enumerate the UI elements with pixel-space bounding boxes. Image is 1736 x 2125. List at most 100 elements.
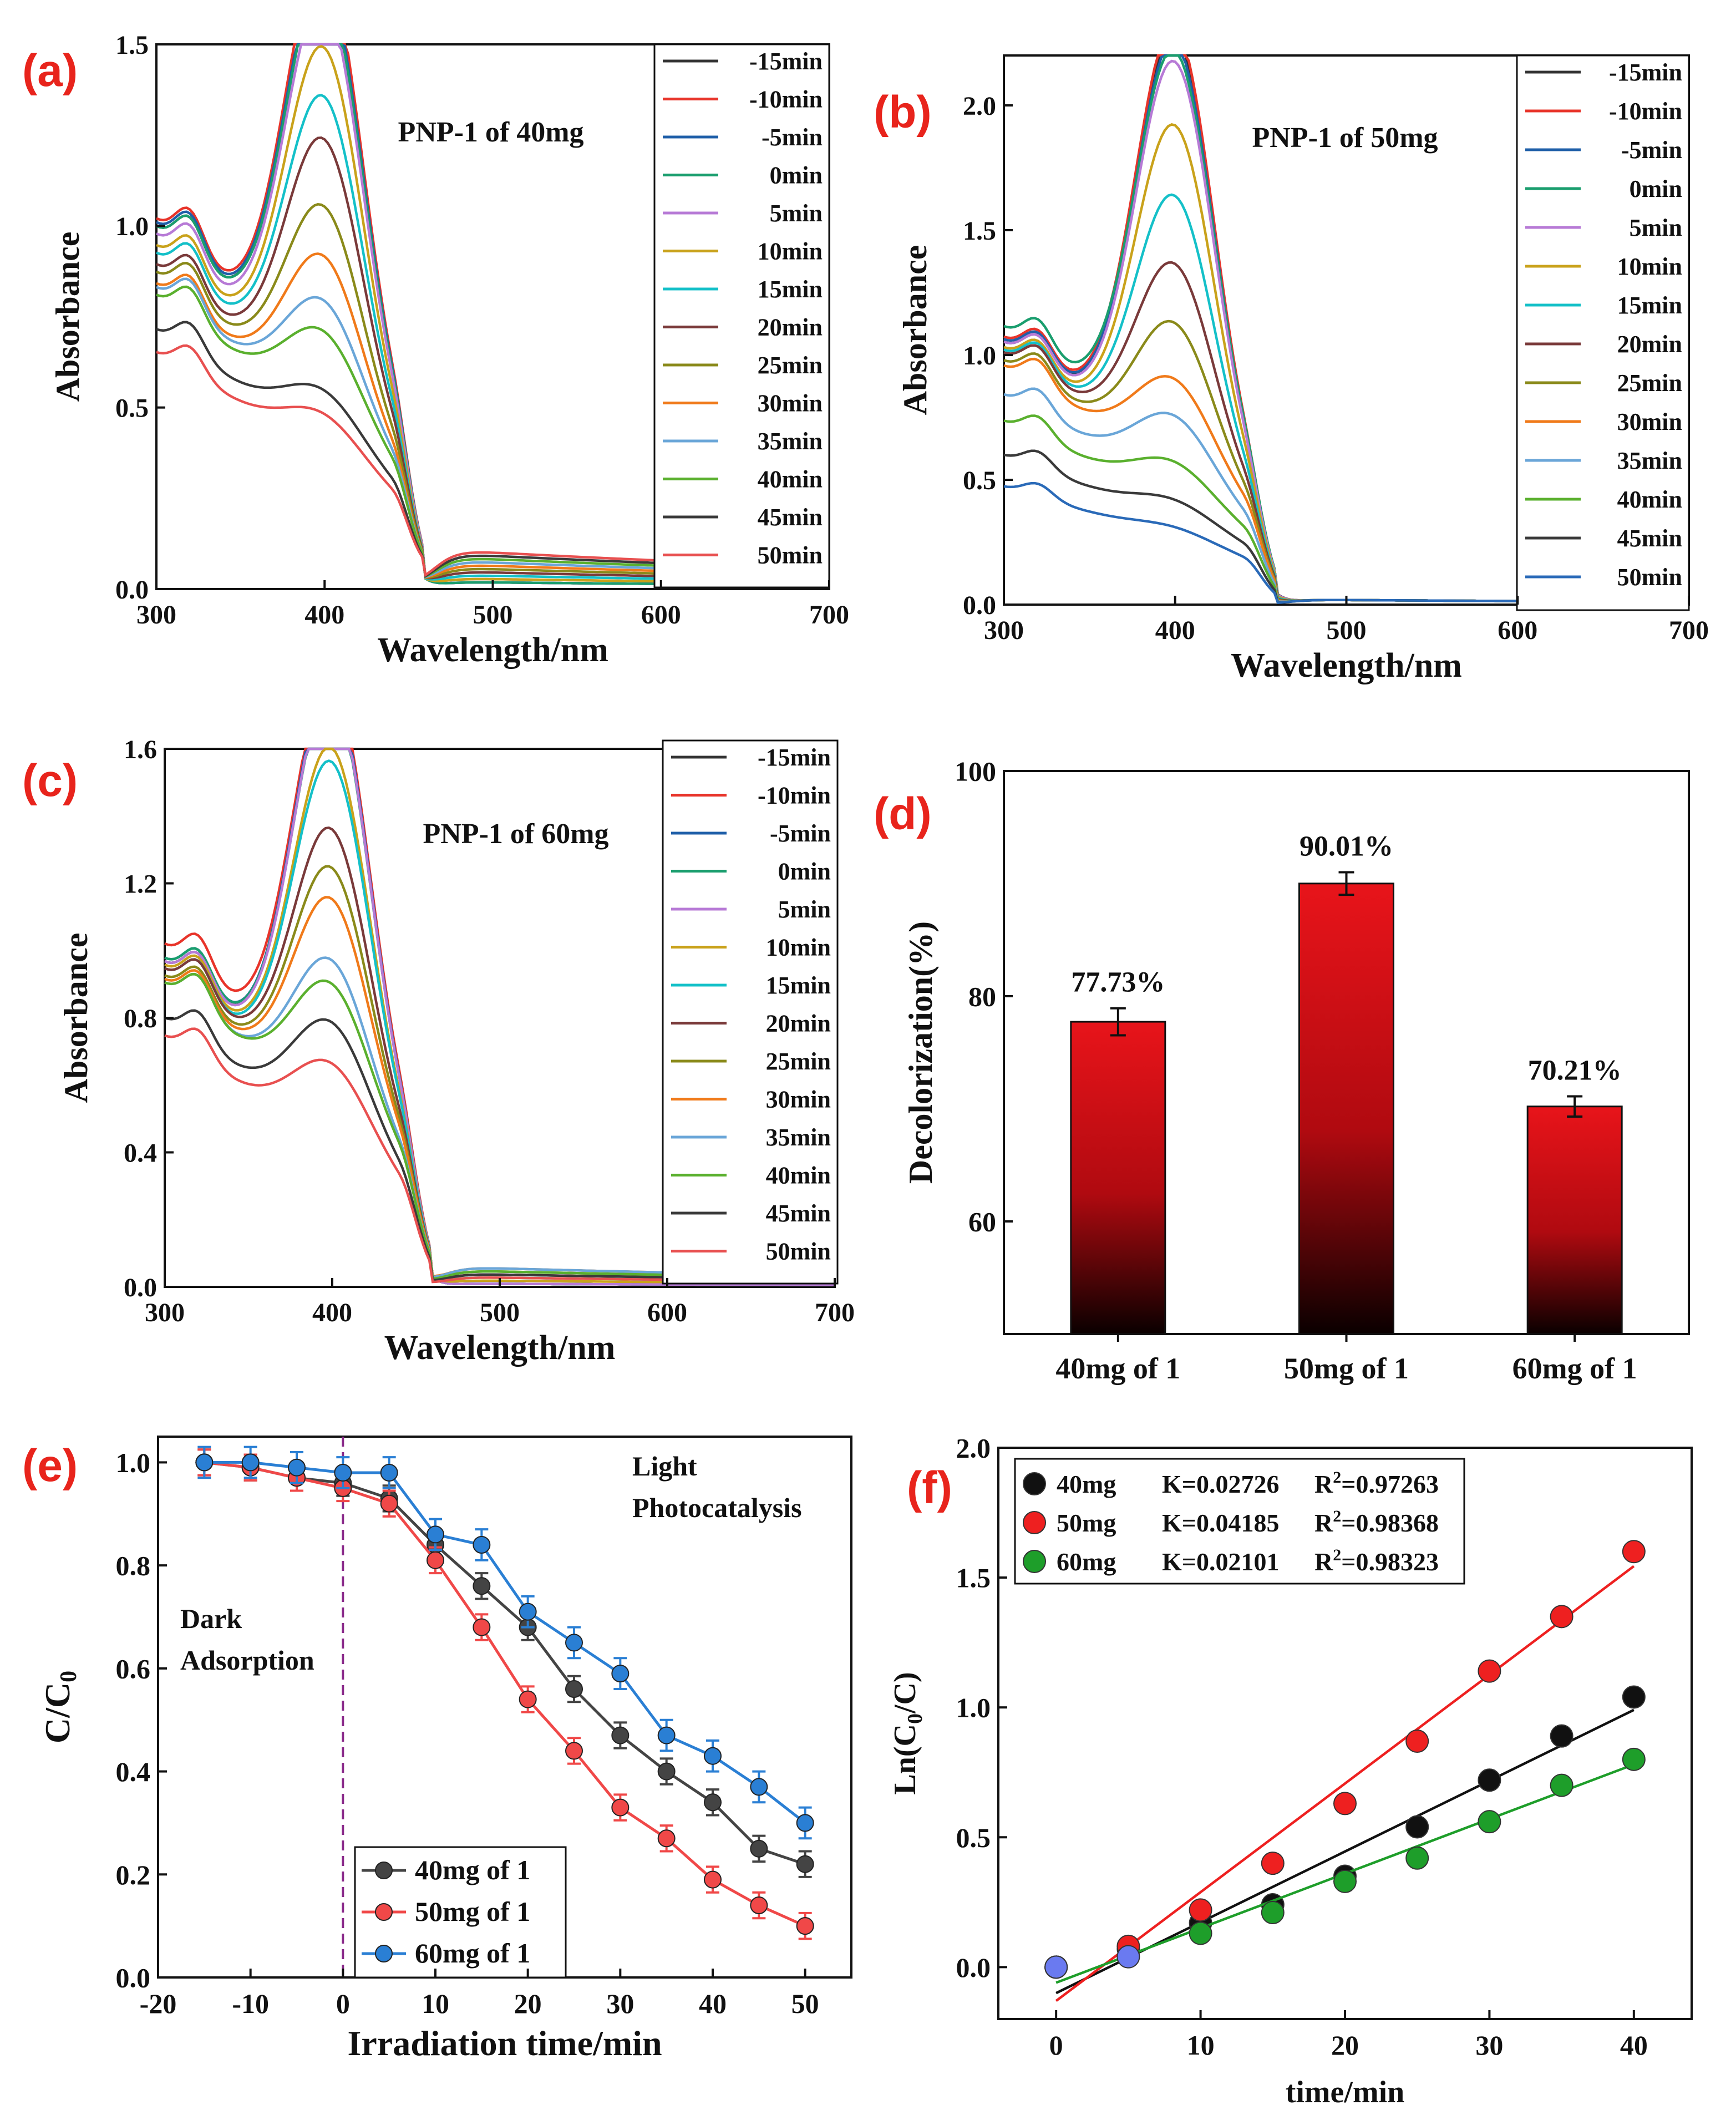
- e-legend-swatch-marker: [375, 1862, 393, 1879]
- e-point: [657, 1829, 676, 1848]
- d-ytick-label: 80: [968, 981, 996, 1012]
- e-ytick-label: 1.0: [116, 1447, 151, 1478]
- f-legend-marker: [1023, 1550, 1046, 1573]
- e-point: [750, 1778, 768, 1796]
- f-legend-marker: [1023, 1472, 1046, 1495]
- f-ylabel-main: Ln(C: [888, 1724, 922, 1795]
- e-point: [519, 1602, 537, 1621]
- b-xtick-label: 600: [1498, 616, 1537, 645]
- f-legend-marker: [1023, 1511, 1046, 1534]
- e-point: [473, 1577, 491, 1595]
- e-xtick-label: 0: [336, 1988, 350, 2019]
- a-legend-label: 25min: [758, 352, 823, 379]
- a-legend-label: 35min: [758, 428, 823, 455]
- a-xtick-label: 300: [136, 600, 176, 630]
- a-legend-label: -15min: [749, 48, 823, 75]
- f-xtick-label: 40: [1620, 2030, 1648, 2061]
- c-legend-label: 10min: [766, 934, 831, 961]
- f-xlabel: time/min: [1286, 2075, 1405, 2109]
- c-legend-label: -5min: [770, 820, 831, 847]
- f-legend-r2-sup: 2: [1333, 1468, 1341, 1487]
- b-legend-label: 35min: [1617, 447, 1682, 474]
- c-legend-label: 20min: [766, 1010, 831, 1037]
- f-legend-box: [1014, 1458, 1465, 1585]
- b-xtick-label: 300: [984, 616, 1024, 645]
- e-legend-label: 40mg of 1: [415, 1854, 530, 1885]
- c-xtick-label: 600: [647, 1298, 687, 1327]
- a-ytick-label: 1.5: [115, 31, 149, 60]
- e-point: [427, 1551, 444, 1569]
- e-annotation-dark: Dark: [180, 1603, 242, 1634]
- f-point: [1622, 1685, 1646, 1709]
- e-annotation-light: Light: [632, 1451, 697, 1482]
- e-legend-label: 50mg of 1: [415, 1896, 530, 1927]
- b-ytick-label: 2.0: [963, 92, 996, 121]
- b-legend-label: -10min: [1609, 98, 1682, 125]
- a-legend-label: 20min: [758, 314, 823, 341]
- f-ylabel-subscript: 0: [903, 1713, 927, 1724]
- f-point: [1116, 1945, 1140, 1969]
- f-xtick-label: 30: [1475, 2030, 1503, 2061]
- e-ytick-label: 0.6: [116, 1653, 151, 1684]
- b-xtick-label: 500: [1327, 616, 1367, 645]
- e-point: [796, 1855, 814, 1873]
- b-xtick-label: 700: [1669, 616, 1709, 645]
- e-point: [427, 1525, 444, 1544]
- b-xlabel: Wavelength/nm: [1231, 647, 1462, 684]
- a-xtick-label: 700: [809, 600, 849, 630]
- c-legend-label: 45min: [766, 1200, 831, 1227]
- a-legend-label: 45min: [758, 504, 823, 531]
- e-point: [473, 1618, 491, 1636]
- panel-label-d: (d): [874, 789, 932, 839]
- a-xtick-label: 500: [473, 600, 513, 630]
- b-legend-label: 20min: [1617, 331, 1682, 358]
- e-point: [704, 1870, 722, 1889]
- c-xlabel: Wavelength/nm: [384, 1329, 616, 1367]
- e-point: [611, 1798, 630, 1817]
- e-xtick-label: 20: [514, 1988, 542, 2019]
- f-point: [1405, 1730, 1429, 1753]
- b-legend-label: 5min: [1630, 214, 1682, 241]
- e-legend-swatch-marker: [375, 1945, 393, 1962]
- f-point: [1478, 1810, 1501, 1834]
- c-legend-box: [662, 739, 839, 1285]
- f-legend-r2-label: R: [1314, 1509, 1333, 1537]
- e-xtick-label: -10: [232, 1988, 269, 2019]
- a-legend-label: -10min: [749, 86, 823, 113]
- panel-a-spectra-40mg: -15min -10min -5min 0min 5min 10min 15min 20min…: [49, 31, 849, 669]
- f-point: [1622, 1540, 1646, 1564]
- b-ytick-label: 1.5: [963, 216, 996, 246]
- f-point: [1261, 1852, 1285, 1875]
- e-annotation-adsorption: Adsorption: [180, 1645, 314, 1676]
- e-legend-swatch-marker: [375, 1903, 393, 1921]
- f-point: [1333, 1792, 1357, 1815]
- f-point: [1405, 1846, 1429, 1870]
- f-ylabel-end: /C): [888, 1672, 922, 1714]
- e-point: [611, 1726, 630, 1744]
- c-legend-label: 50min: [766, 1238, 831, 1265]
- e-point: [750, 1896, 768, 1914]
- f-legend-r2-value: =0.97263: [1341, 1470, 1439, 1498]
- c-xtick-label: 700: [815, 1298, 855, 1327]
- f-point: [1550, 1773, 1573, 1797]
- e-point: [796, 1917, 814, 1935]
- e-ytick-label: 0.4: [116, 1756, 151, 1787]
- f-point: [1189, 1921, 1212, 1945]
- d-category-label: 50mg of 1: [1284, 1352, 1409, 1385]
- b-legend-label: 40min: [1617, 486, 1682, 513]
- d-bar-value-label: 77.73%: [1071, 967, 1165, 998]
- c-legend-label: 25min: [766, 1048, 831, 1075]
- panel-label-e: (e): [22, 1441, 78, 1491]
- e-point: [380, 1464, 398, 1482]
- f-legend-name: 60mg: [1057, 1548, 1116, 1576]
- f-point: [1478, 1768, 1501, 1792]
- f-legend-name: 40mg: [1057, 1470, 1116, 1498]
- f-point: [1478, 1659, 1501, 1683]
- e-ylabel-main: C/C: [38, 1682, 77, 1743]
- b-legend-label: 15min: [1617, 292, 1682, 319]
- f-xtick-label: 20: [1331, 2030, 1359, 2061]
- f-ytick-label: 1.5: [956, 1563, 991, 1594]
- f-legend-r2-value: =0.98323: [1341, 1548, 1439, 1576]
- a-legend-label: 40min: [758, 466, 823, 493]
